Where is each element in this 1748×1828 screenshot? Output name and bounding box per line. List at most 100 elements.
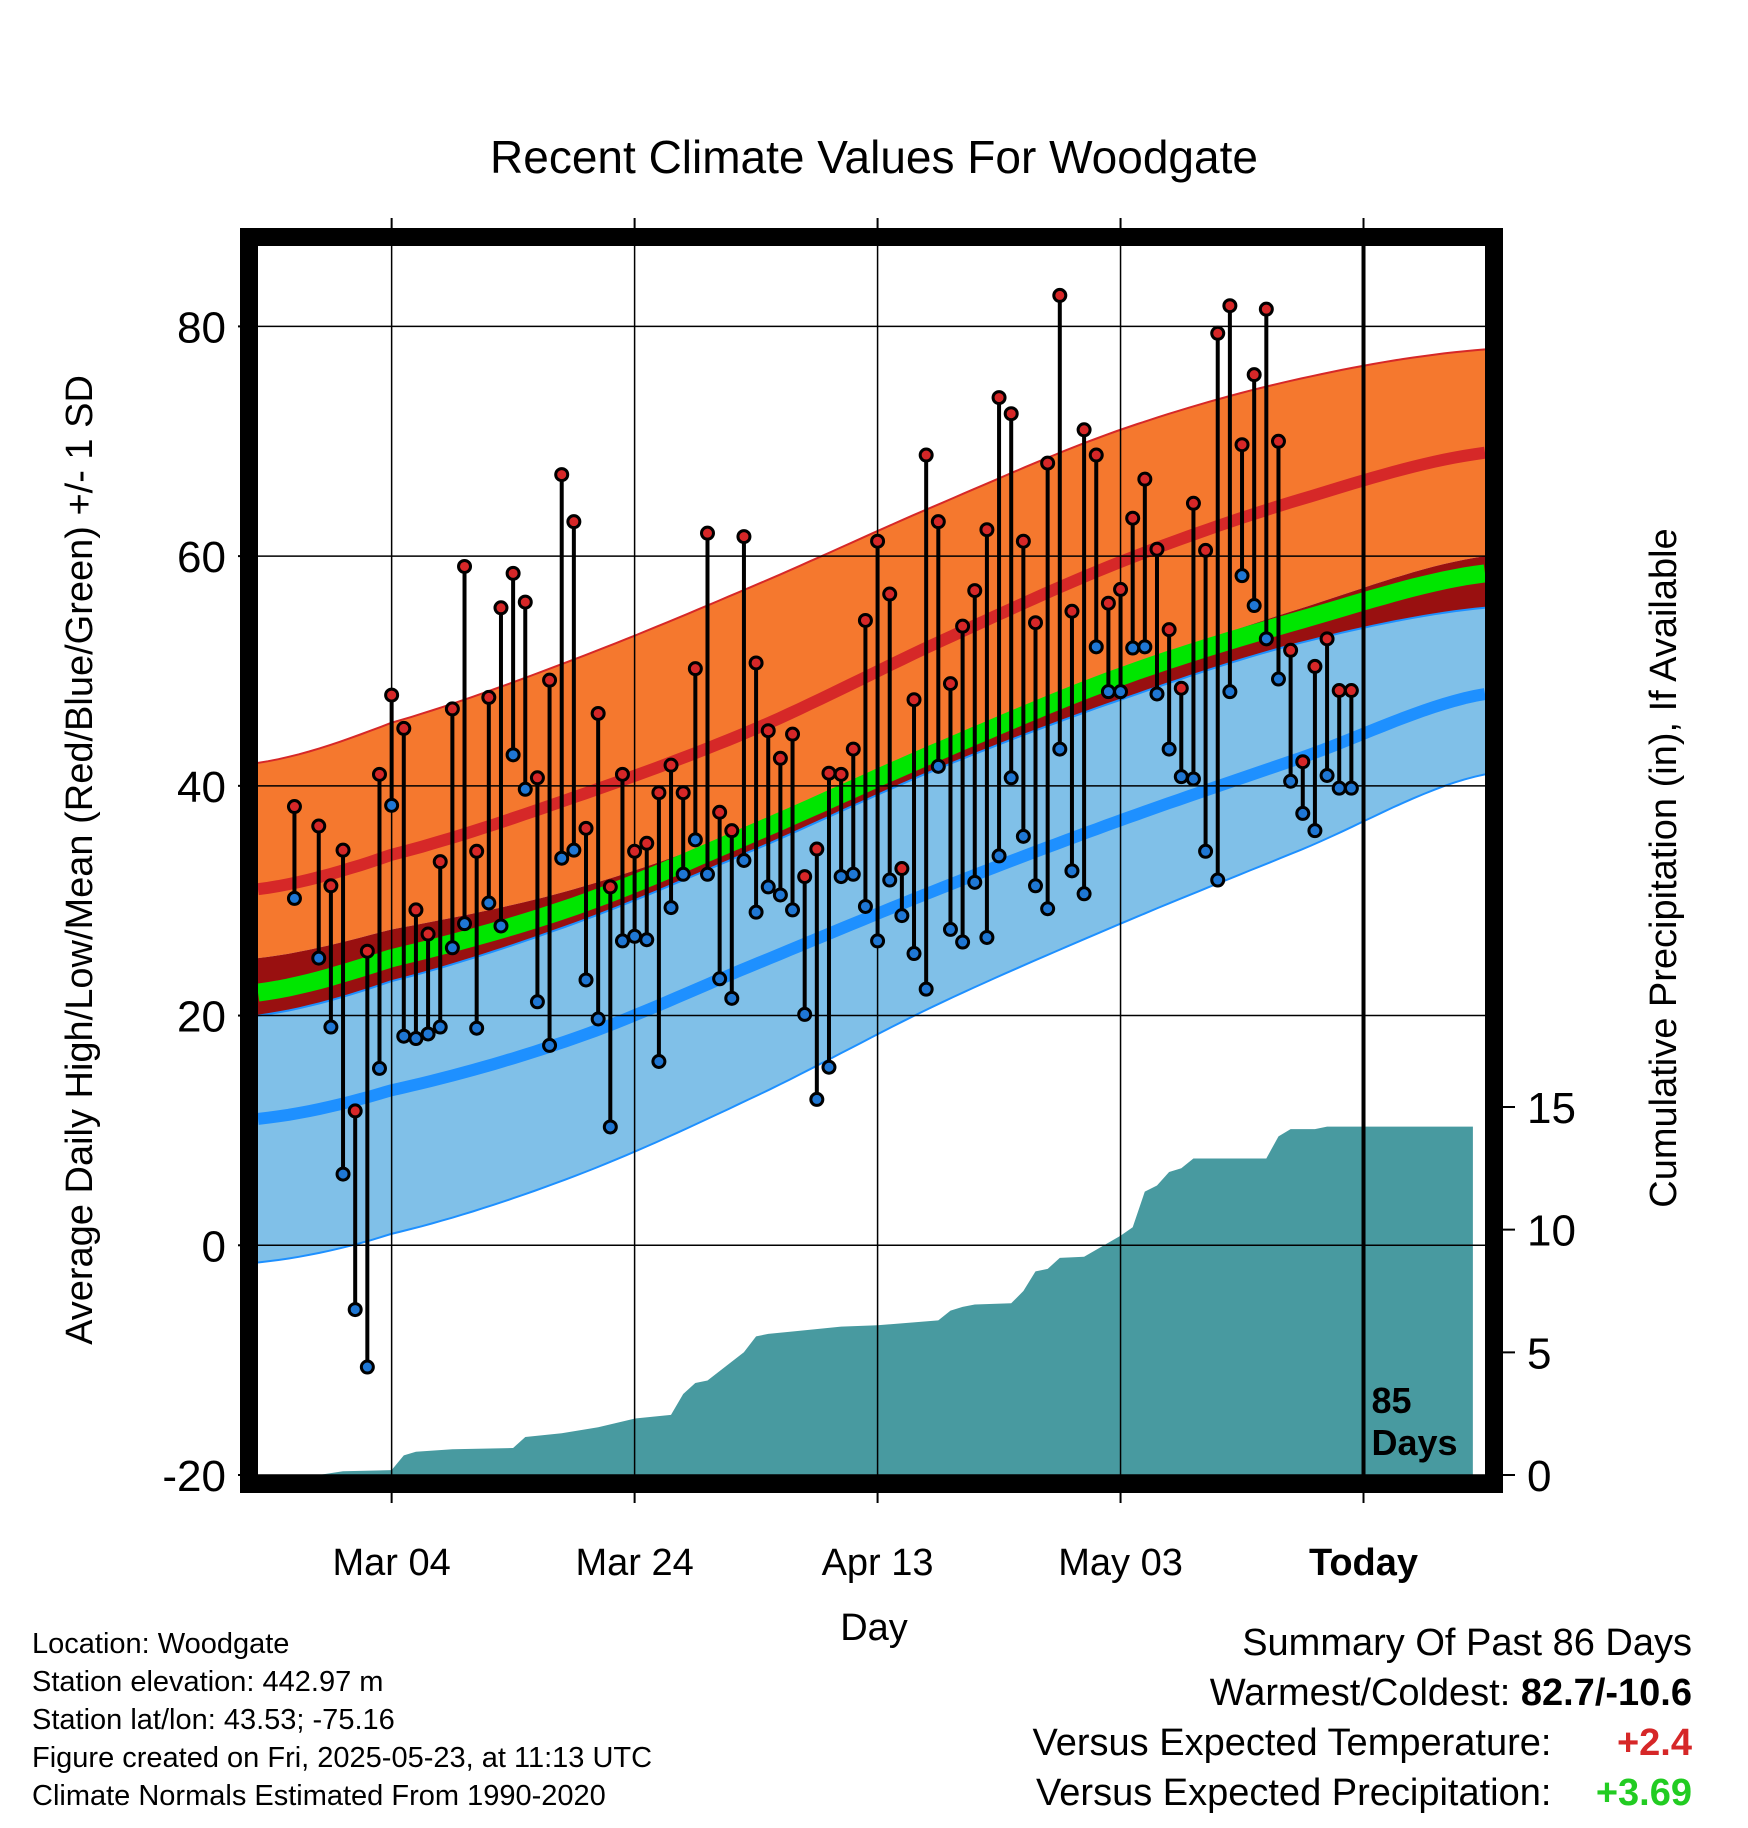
daily-high-point [481, 689, 497, 705]
daily-low-point [371, 1060, 387, 1076]
daily-high-point [870, 533, 886, 549]
daily-high-point [1149, 541, 1165, 557]
plot-frame [240, 228, 1503, 1493]
summary-temperature: Versus Expected Temperature: +2.4 [1033, 1718, 1692, 1768]
daily-high-point [930, 514, 946, 530]
daily-low-point [785, 902, 801, 918]
daily-low-point [918, 981, 934, 997]
y-tick-label: 60 [177, 533, 226, 582]
daily-high-point [614, 766, 630, 782]
x-tick-label: Mar 04 [332, 1542, 450, 1584]
daily-high-point [918, 447, 934, 463]
daily-low-point [1076, 886, 1092, 902]
daily-high-point [821, 765, 837, 781]
y2-axis-label: Cumulative Precipitation (in), If Availa… [1643, 528, 1685, 1207]
temp-value: +2.4 [1616, 1722, 1692, 1764]
daily-high-point [505, 565, 521, 581]
daily-high-point [1076, 422, 1092, 438]
daily-high-point [1198, 542, 1214, 558]
daily-low-point [554, 850, 570, 866]
daily-high-point [602, 879, 618, 895]
daily-high-point [335, 842, 351, 858]
daily-low-point [991, 848, 1007, 864]
daily-high-point [882, 586, 898, 602]
y-tick-label: 40 [177, 763, 226, 812]
daily-low-point [493, 918, 509, 934]
daily-low-point [542, 1037, 558, 1053]
daily-high-point [760, 723, 776, 739]
daily-high-point [529, 770, 545, 786]
daily-high-point [833, 766, 849, 782]
daily-high-point [384, 687, 400, 703]
x-axis-label: Day [840, 1607, 908, 1649]
daily-high-point [906, 692, 922, 708]
daily-low-point [1331, 780, 1347, 796]
y2-tick-label: 0 [1527, 1452, 1551, 1501]
daily-low-point [505, 747, 521, 763]
daily-high-point [979, 522, 995, 538]
daily-high-point [675, 785, 691, 801]
daily-high-point [797, 869, 813, 885]
daily-high-point [991, 390, 1007, 406]
daily-low-point [675, 866, 691, 882]
daily-low-point [639, 932, 655, 948]
daily-high-point [1173, 680, 1189, 696]
daily-low-point [602, 1119, 618, 1135]
daily-high-point [772, 750, 788, 766]
daily-high-point [1015, 533, 1031, 549]
temp-label: Versus Expected Temperature: [1032, 1722, 1552, 1764]
daily-low-point [651, 1054, 667, 1070]
daily-low-point [1283, 773, 1299, 789]
daily-high-point [554, 467, 570, 483]
daily-low-point [882, 872, 898, 888]
info-location: Location: Woodgate [32, 1628, 290, 1660]
precip-value: +3.69 [1595, 1772, 1692, 1814]
daily-low-point [1185, 771, 1201, 787]
daily-low-point [578, 972, 594, 988]
daily-high-point [712, 804, 728, 820]
daily-high-point [724, 823, 740, 839]
daily-high-point [663, 757, 679, 773]
daily-low-point [699, 866, 715, 882]
y2-tick-label: 15 [1527, 1084, 1576, 1133]
y2-tick-label: 10 [1527, 1207, 1576, 1256]
high-upper-edge [258, 348, 1485, 764]
daily-high-point [566, 514, 582, 530]
daily-high-point [1258, 301, 1274, 317]
daily-high-point [1295, 754, 1311, 770]
daily-high-point [1137, 471, 1153, 487]
daily-high-point [371, 766, 387, 782]
daily-low-point [748, 904, 764, 920]
today-days-count: 85 [1372, 1380, 1412, 1421]
daily-low-point [736, 853, 752, 868]
daily-high-point [493, 600, 509, 616]
daily-high-point [420, 926, 436, 942]
daily-high-point [1028, 615, 1044, 631]
daily-low-point [1088, 639, 1104, 655]
daily-low-point [566, 842, 582, 858]
daily-high-point [1307, 658, 1323, 674]
mean-normal-line [258, 564, 1485, 1002]
daily-low-point [1343, 780, 1359, 796]
daily-low-point [432, 1019, 448, 1035]
daily-low-point [724, 990, 740, 1006]
daily-low-point [469, 1020, 485, 1036]
daily-low-point [1210, 872, 1226, 888]
daily-low-point [481, 895, 497, 911]
daily-low-point [906, 946, 922, 962]
daily-low-point [1003, 770, 1019, 786]
summary-heading: Summary Of Past 86 Days [1242, 1622, 1692, 1664]
daily-low-point [979, 929, 995, 945]
x-tick-label: Today [1309, 1542, 1418, 1584]
daily-low-point [809, 1091, 825, 1107]
daily-high-point [736, 529, 752, 545]
daily-high-point [687, 661, 703, 677]
daily-high-point [1040, 455, 1056, 471]
chart-title: Recent Climate Values For Woodgate [490, 131, 1258, 183]
daily-low-point [857, 898, 873, 914]
daily-low-point [942, 921, 958, 937]
daily-high-point [1246, 367, 1262, 383]
daily-high-point [1113, 581, 1129, 597]
daily-low-point [797, 1006, 813, 1022]
